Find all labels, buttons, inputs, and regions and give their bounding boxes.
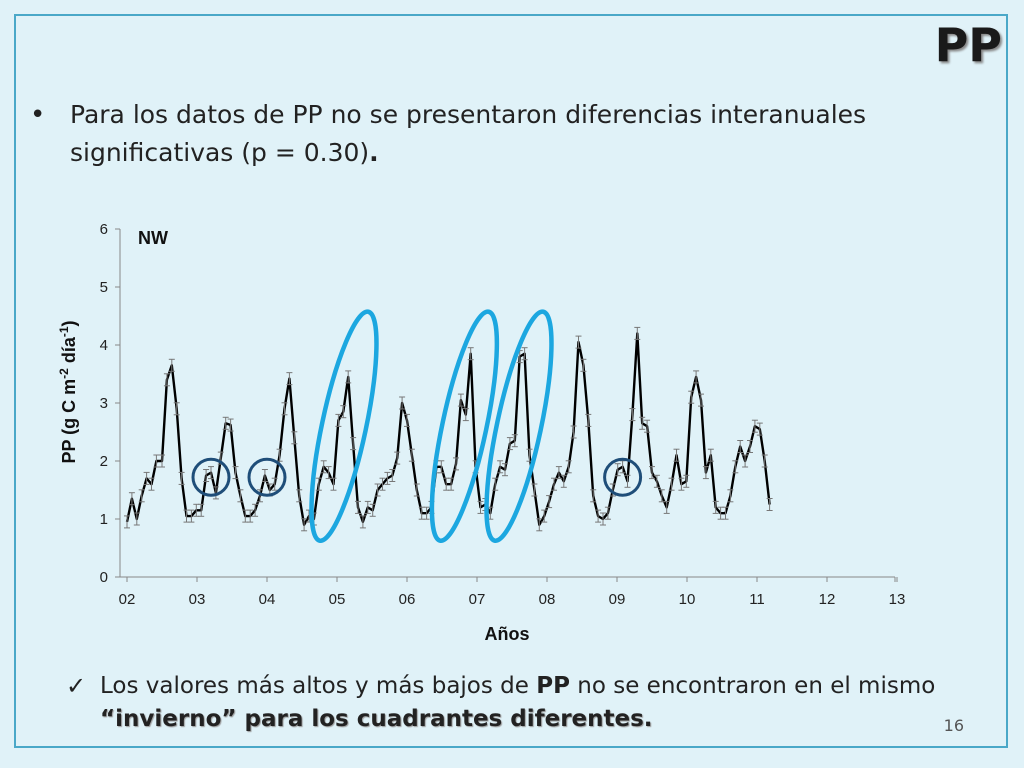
x-tick-label: 09 [609, 591, 626, 608]
highlight-circle-small [191, 457, 231, 497]
bullet-icon: • [30, 100, 46, 130]
y-tick-label: 4 [100, 337, 108, 354]
x-tick-label: 06 [399, 591, 416, 608]
page-number: 16 [943, 716, 964, 735]
bullet-period: . [369, 138, 379, 167]
highlight-circle-small [603, 457, 643, 497]
bullet-text: Para los datos de PP no se presentaron d… [70, 100, 867, 167]
series-line [125, 332, 771, 526]
x-tick-label: 02 [119, 591, 136, 608]
x-tick-label: 12 [819, 591, 836, 608]
y-tick-label: 5 [100, 279, 108, 296]
highlight-circle-small [247, 457, 287, 497]
x-tick-label: 07 [469, 591, 486, 608]
y-tick-label: 6 [100, 221, 108, 238]
x-tick-label: 05 [329, 591, 346, 608]
highlight-ellipse-large [484, 309, 554, 543]
y-tick-label: 2 [100, 453, 108, 470]
chart-annotation-nw: NW [138, 228, 168, 248]
conclusion-text-start: Los valores más altos y más bajos de [100, 673, 537, 699]
x-tick-label: 04 [259, 591, 276, 608]
x-tick-label: 08 [539, 591, 556, 608]
conclusion-emphasis: “invierno” para los cuadrantes diferente… [100, 706, 653, 732]
slide-title: PP [934, 18, 1002, 72]
conclusion-text-mid: no se encontraron en el mismo [569, 673, 936, 699]
x-tick-label: 13 [889, 591, 906, 608]
slide-frame [14, 14, 1008, 748]
highlight-ellipse-large [429, 309, 500, 543]
x-tick-label: 10 [679, 591, 696, 608]
x-tick-label: 03 [189, 591, 206, 608]
y-axis-title: PP (g C m-2 día-1) [57, 320, 79, 463]
checkmark-icon: ✓ [66, 672, 87, 700]
x-tick-label: 11 [749, 591, 765, 608]
y-tick-label: 3 [100, 395, 108, 412]
y-tick-label: 0 [100, 569, 108, 586]
conclusion-bold-pp: PP [536, 673, 570, 699]
highlight-ellipse-large [309, 309, 379, 543]
x-axis-title: Años [485, 624, 530, 644]
y-tick-label: 1 [100, 511, 108, 528]
